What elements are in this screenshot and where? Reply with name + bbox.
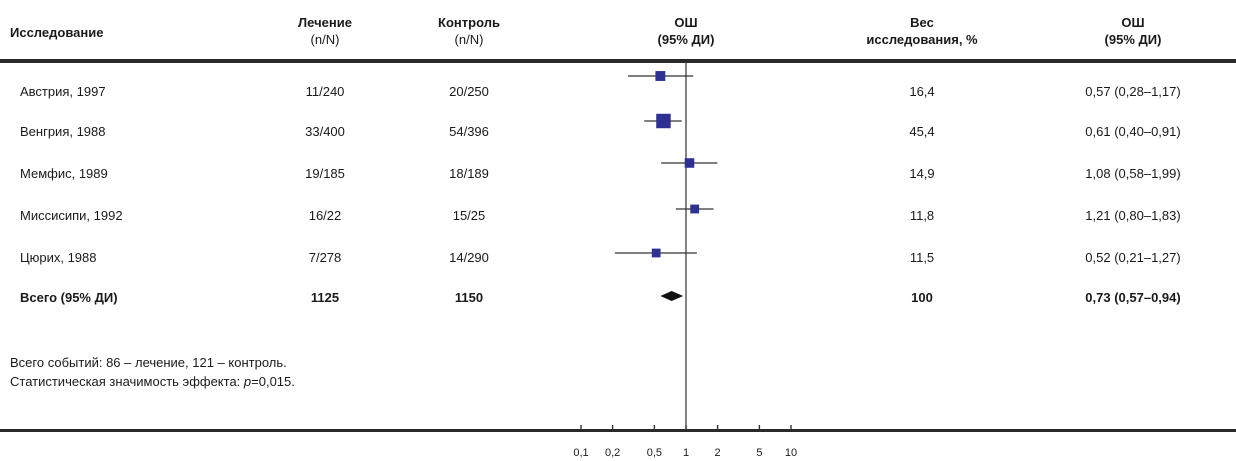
row-control: 15/25 bbox=[452, 208, 486, 223]
x-tick-label: 1 bbox=[683, 447, 689, 459]
row-study: Мемфис, 1989 bbox=[20, 166, 108, 181]
row-control: 14/290 bbox=[449, 250, 489, 265]
row-weight: 11,8 bbox=[909, 208, 935, 223]
header-control-sub: (n/N) bbox=[454, 32, 484, 47]
significance-prefix: Статистическая значимость эффекта: bbox=[10, 374, 244, 389]
study-marker bbox=[656, 113, 671, 129]
row-study: Миссисипи, 1992 bbox=[20, 208, 123, 223]
row-or-text: 1,21 (0,80–1,83) bbox=[1085, 208, 1181, 223]
total-control: 1150 bbox=[454, 290, 484, 305]
significance-p: p bbox=[243, 374, 252, 389]
row-weight: 16,4 bbox=[909, 84, 935, 99]
pooled-diamond bbox=[660, 291, 684, 301]
header-or-col: ОШ bbox=[1121, 15, 1145, 30]
header-study: Исследование bbox=[10, 25, 104, 40]
x-tick-label: 0,5 bbox=[647, 447, 662, 459]
total-treatment: 1125 bbox=[310, 290, 340, 305]
header-rule bbox=[0, 59, 1236, 63]
row-control: 54/396 bbox=[449, 124, 489, 139]
study-marker bbox=[655, 71, 666, 81]
x-tick-label: 0,1 bbox=[573, 447, 588, 459]
events-note: Всего событий: 86 – лечение, 121 – контр… bbox=[10, 355, 287, 370]
row-weight: 14,9 bbox=[909, 166, 935, 181]
header-weight-sub: исследования, % bbox=[866, 32, 978, 47]
significance-note: Статистическая значимость эффекта: p=0,0… bbox=[10, 374, 295, 390]
row-treatment: 33/400 bbox=[305, 124, 345, 139]
header-control: Контроль bbox=[438, 15, 500, 30]
header-treatment-sub: (n/N) bbox=[310, 32, 340, 47]
row-weight: 11,5 bbox=[909, 250, 935, 265]
x-tick-label: 5 bbox=[756, 447, 762, 459]
header-or-plot-sub: (95% ДИ) bbox=[657, 32, 715, 47]
row-or-text: 1,08 (0,58–1,99) bbox=[1085, 166, 1181, 181]
row-study: Австрия, 1997 bbox=[20, 84, 106, 99]
row-control: 18/189 bbox=[449, 166, 489, 181]
bottom-rule bbox=[0, 429, 1236, 432]
total-or-text: 0,73 (0,57–0,94) bbox=[1085, 290, 1181, 305]
header-weight: Вес bbox=[910, 15, 934, 30]
study-marker bbox=[684, 158, 695, 168]
header-or-plot: ОШ bbox=[674, 15, 698, 30]
row-treatment: 16/22 bbox=[308, 208, 342, 223]
row-study: Цюрих, 1988 bbox=[20, 250, 97, 265]
header-or-col-sub: (95% ДИ) bbox=[1104, 32, 1162, 47]
row-control: 20/250 bbox=[449, 84, 489, 99]
total-study: Всего (95% ДИ) bbox=[20, 290, 118, 305]
row-study: Венгрия, 1988 bbox=[20, 124, 106, 139]
row-treatment: 7/278 bbox=[308, 250, 342, 265]
header-treatment: Лечение bbox=[298, 15, 352, 30]
row-treatment: 19/185 bbox=[305, 166, 345, 181]
x-tick-label: 10 bbox=[785, 447, 797, 459]
total-weight: 100 bbox=[911, 290, 933, 305]
row-weight: 45,4 bbox=[909, 124, 935, 139]
row-treatment: 11/240 bbox=[305, 84, 345, 99]
x-tick-label: 0,2 bbox=[605, 447, 620, 459]
row-or-text: 0,57 (0,28–1,17) bbox=[1085, 84, 1181, 99]
study-marker bbox=[651, 248, 661, 258]
row-or-text: 0,61 (0,40–0,91) bbox=[1085, 124, 1181, 139]
study-marker bbox=[690, 204, 700, 214]
x-tick-label: 2 bbox=[715, 447, 721, 459]
row-or-text: 0,52 (0,21–1,27) bbox=[1085, 250, 1181, 265]
significance-value: =0,015. bbox=[251, 374, 295, 389]
